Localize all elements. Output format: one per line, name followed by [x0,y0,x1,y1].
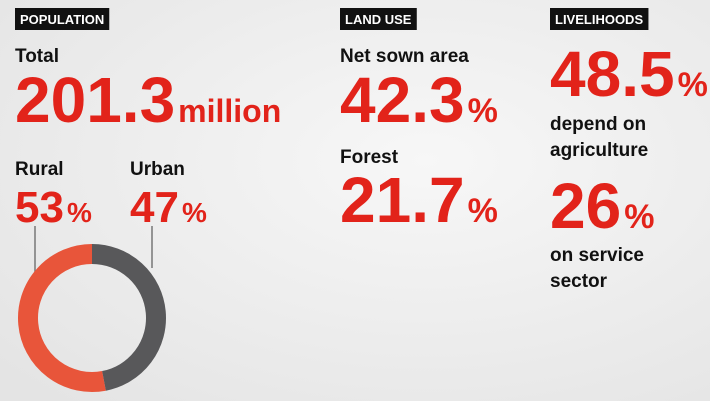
figure: 201.3million [15,64,281,136]
figure-value: 47 [130,183,179,232]
label: agriculture [550,140,648,161]
donut-segment [91,244,166,391]
label: Total [15,46,59,67]
heading-box [550,8,649,30]
donut-segment [18,244,106,392]
label: depend on [550,114,646,135]
figure-value: 48.5 [550,38,675,110]
figure-unit: % [182,197,207,228]
figure-unit: % [468,192,498,230]
figure-value: 26 [550,170,621,242]
label: sector [550,271,608,292]
figure-unit: % [67,197,92,228]
figure-unit: million [178,93,281,129]
heading: LIVELIHOODS [555,12,643,27]
label: Rural [15,159,64,180]
figure-value: 53 [15,183,64,232]
label: on service [550,245,644,266]
heading: LAND USE [345,12,412,27]
heading-box [15,8,110,30]
figure: 47% [130,183,207,232]
label: Urban [130,159,185,180]
figure-value: 42.3 [340,64,465,136]
figure-value: 201.3 [15,64,175,136]
heading-box [340,8,417,30]
heading: POPULATION [20,12,104,27]
label: Forest [340,147,399,168]
figure: 42.3% [340,64,498,136]
figure: 21.7% [340,164,498,236]
figure-unit: % [624,198,654,236]
label: Net sown area [340,46,469,67]
figure: 53% [15,183,92,232]
figure: 48.5% [550,38,708,110]
figure-unit: % [468,92,498,130]
figure-unit: % [678,66,708,104]
figure: 26% [550,170,654,242]
figure-value: 21.7 [340,164,465,236]
